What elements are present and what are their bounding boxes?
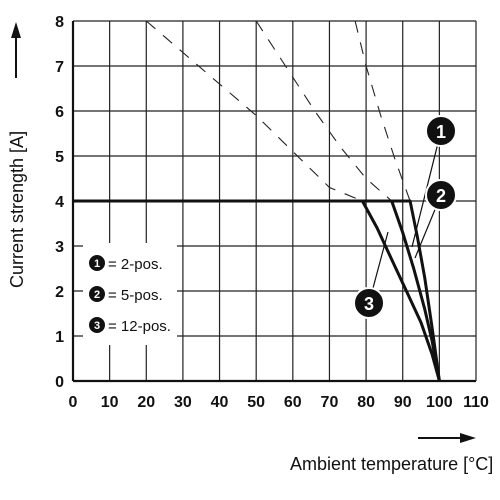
legend: 1 = 2-pos. 2 = 5-pos. 3 = 12-pos.: [83, 243, 177, 345]
marker-1-label: 1: [436, 122, 446, 142]
y-tick-label: 4: [55, 194, 64, 211]
legend-3-marker-label: 3: [94, 320, 100, 332]
legend-1-text: = 2-pos.: [108, 256, 163, 273]
series-2-solid-curve: [73, 199, 441, 382]
y-tick-label: 5: [55, 149, 64, 166]
solid-curves: [73, 199, 441, 382]
series-1-dashed-curve: [354, 20, 411, 202]
x-tick-label: 80: [357, 394, 375, 411]
x-tick-label: 90: [394, 394, 412, 411]
x-axis-arrow-head: [460, 433, 476, 443]
y-tick-label: 7: [55, 59, 64, 76]
x-axis-title: Ambient temperature [°C]: [290, 454, 493, 474]
legend-2-text: = 5-pos.: [108, 287, 163, 304]
marker-2-circle: [425, 179, 457, 211]
dashed-curves: [145, 20, 411, 202]
y-tick-label: 6: [55, 104, 64, 121]
x-tick-label: 60: [284, 394, 302, 411]
series-3-dashed-curve: [145, 20, 363, 202]
legend-3-marker: [89, 317, 105, 333]
y-tick-label: 3: [55, 239, 64, 256]
x-tick-label: 50: [247, 394, 265, 411]
x-tick-label: 0: [69, 394, 78, 411]
y-tick-label: 8: [55, 14, 64, 31]
x-tick-label: 100: [426, 394, 453, 411]
x-tick-label: 10: [101, 394, 119, 411]
x-tick-label: 30: [174, 394, 192, 411]
y-axis-arrow-head: [11, 22, 21, 38]
x-tick-label: 110: [463, 394, 489, 411]
marker-3-label: 3: [364, 294, 374, 314]
legend-2-marker-label: 2: [94, 289, 100, 301]
y-axis-title: Current strength [A]: [7, 131, 27, 288]
axes: [71, 21, 476, 383]
x-tick-label: 20: [137, 394, 155, 411]
legend-3-text: = 12-pos.: [108, 318, 171, 335]
x-tick-label: 70: [321, 394, 339, 411]
marker-1-circle: [425, 115, 457, 147]
curve-markers: 1 2 3: [353, 115, 457, 319]
x-tick-label: 40: [211, 394, 229, 411]
legend-1-marker: [89, 255, 105, 271]
series-2-dashed-curve: [255, 20, 393, 202]
y-tick-label: 2: [55, 284, 64, 301]
legend-2-marker: [89, 286, 105, 302]
marker-3-circle: [353, 287, 385, 319]
y-tick-label: 1: [55, 329, 64, 346]
series-3-solid-curve: [73, 199, 441, 382]
marker-2-label: 2: [436, 186, 446, 206]
y-tick-label: 0: [55, 374, 64, 391]
legend-1-marker-label: 1: [94, 258, 100, 270]
tick-labels: 0 10 20 30 40 50 60 70 80 90 100 110 0 1 2 3 4 5 6 7 8: [55, 14, 489, 411]
